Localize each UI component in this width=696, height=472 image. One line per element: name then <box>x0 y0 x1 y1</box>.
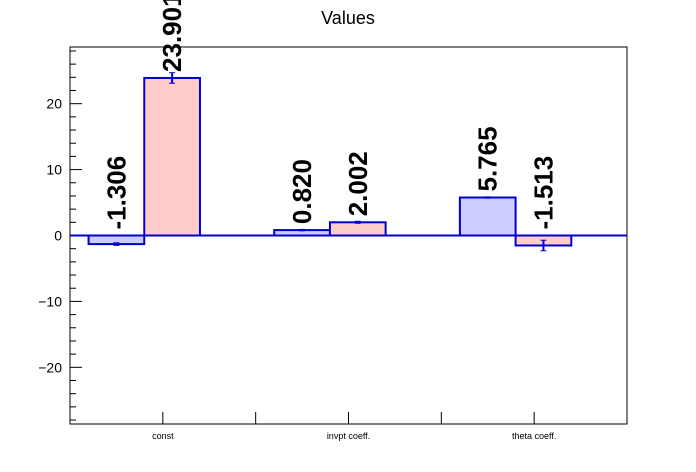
chart-title: Values <box>321 8 375 28</box>
y-tick-label: 10 <box>46 162 62 178</box>
x-category-label: theta coeff. <box>512 431 556 441</box>
data-labels: -1.306 0.820 5.765 23.901 2.002 -1.513 <box>101 0 558 230</box>
data-label: -1.306 <box>101 156 131 230</box>
bars <box>70 72 627 252</box>
x-axis: const invpt coeff. theta coeff. <box>152 412 628 441</box>
bar <box>143 76 201 237</box>
y-tick-label: −20 <box>38 359 62 375</box>
y-axis: −20 −10 0 10 20 <box>38 50 82 421</box>
data-label: 0.820 <box>287 159 317 224</box>
data-label: -1.513 <box>528 156 558 230</box>
y-tick-label: −10 <box>38 293 62 309</box>
x-category-label: invpt coeff. <box>327 431 370 441</box>
y-tick-label: 0 <box>54 228 62 244</box>
bar <box>328 221 387 237</box>
data-label: 5.765 <box>473 126 503 191</box>
bar <box>458 196 517 237</box>
x-category-label: const <box>152 431 174 441</box>
data-label: 23.901 <box>157 0 187 72</box>
y-tick-label: 20 <box>46 96 62 112</box>
data-label: 2.002 <box>343 151 373 216</box>
